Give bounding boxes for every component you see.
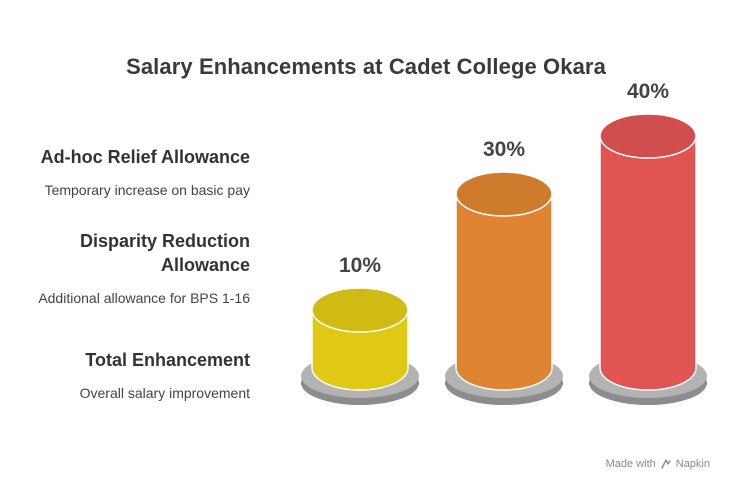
legend-item-adhoc: Ad-hoc Relief Allowance Temporary increa… [20, 145, 250, 199]
legend-item-total: Total Enhancement Overall salary improve… [20, 348, 250, 402]
bar-2-value-label: 30% [483, 138, 525, 161]
bar-1-top [311, 287, 409, 333]
legend-heading: Disparity Reduction Allowance [79, 231, 250, 275]
bar-1-value-label: 10% [339, 254, 381, 277]
bar-1-body [311, 309, 409, 391]
legend-description: Additional allowance for BPS 1-16 [38, 290, 250, 306]
brand-prefix: Made with [605, 458, 656, 470]
brand-watermark: Made with Napkin [606, 458, 710, 470]
legend-heading: Total Enhancement [85, 350, 250, 370]
bar-2-top [455, 171, 553, 217]
legend-item-disparity: Disparity Reduction Allowance Additional… [38, 229, 250, 307]
legend-description: Overall salary improvement [79, 385, 250, 401]
napkin-logo-icon [661, 459, 671, 469]
legend-heading: Ad-hoc Relief Allowance [40, 147, 250, 167]
page-title: Salary Enhancements at Cadet College Oka… [126, 54, 606, 79]
brand-name: Napkin [675, 458, 710, 470]
legend-description: Temporary increase on basic pay [44, 182, 250, 198]
bar-3-body [599, 135, 697, 391]
bar-3-value-label: 40% [627, 80, 669, 103]
bar-3-top [599, 113, 697, 159]
bar-2-body [455, 193, 553, 391]
